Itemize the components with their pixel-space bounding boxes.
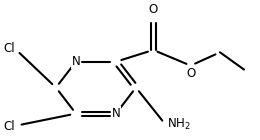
Text: NH$_2$: NH$_2$ — [167, 117, 191, 132]
Text: Cl: Cl — [3, 120, 15, 133]
Text: N: N — [112, 107, 120, 120]
Text: O: O — [186, 67, 195, 80]
Text: N: N — [72, 55, 80, 68]
Text: Cl: Cl — [3, 42, 15, 55]
Text: O: O — [149, 3, 158, 16]
